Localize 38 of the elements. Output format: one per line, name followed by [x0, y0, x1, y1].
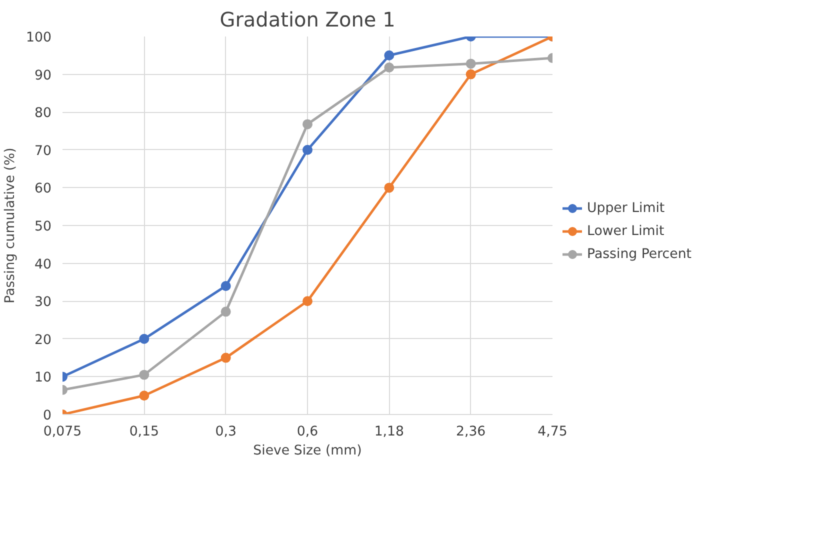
point [139, 334, 150, 344]
x-tick-label: 0,6 [296, 424, 318, 440]
y-tick-label: 80 [34, 106, 52, 122]
x-tick-label: 1,18 [374, 424, 404, 440]
point [302, 144, 312, 155]
point [466, 58, 476, 69]
x-tick-label: 0,15 [129, 424, 160, 440]
point [220, 306, 231, 317]
point [220, 280, 231, 291]
point [384, 62, 394, 72]
x-tick-label: 4,75 [538, 424, 568, 440]
y-tick-label: 0 [43, 408, 52, 424]
y-tick-label: 40 [34, 257, 52, 272]
point [139, 370, 150, 380]
x-tick-label: 0,3 [215, 424, 236, 440]
y-tick-label: 100 [26, 30, 52, 46]
point [220, 352, 231, 363]
x-tick-label: 2,36 [456, 424, 486, 440]
legend-label: Upper Limit [587, 200, 665, 216]
y-tick-label: 30 [34, 295, 52, 310]
legend-label: Passing Percent [587, 246, 692, 262]
point [384, 50, 394, 60]
legend-label: Lower Limit [587, 224, 664, 238]
y-tick-label: 60 [34, 182, 52, 197]
y-tick-label: 20 [34, 332, 52, 348]
point [302, 296, 312, 306]
y-tick-label: 90 [34, 68, 52, 84]
point [466, 69, 476, 80]
point [302, 119, 312, 130]
y-tick-label: 10 [34, 370, 52, 386]
y-axis-title: Passing cumulative (%) [3, 148, 18, 304]
point [139, 390, 150, 401]
y-tick-label: 50 [34, 220, 52, 234]
point [384, 182, 394, 193]
y-tick-label: 70 [34, 144, 52, 159]
x-tick-label: 0,075 [43, 424, 82, 440]
x-axis-title: Sieve Size (mm) [253, 444, 362, 458]
chart-title: Gradation Zone 1 [220, 8, 396, 32]
